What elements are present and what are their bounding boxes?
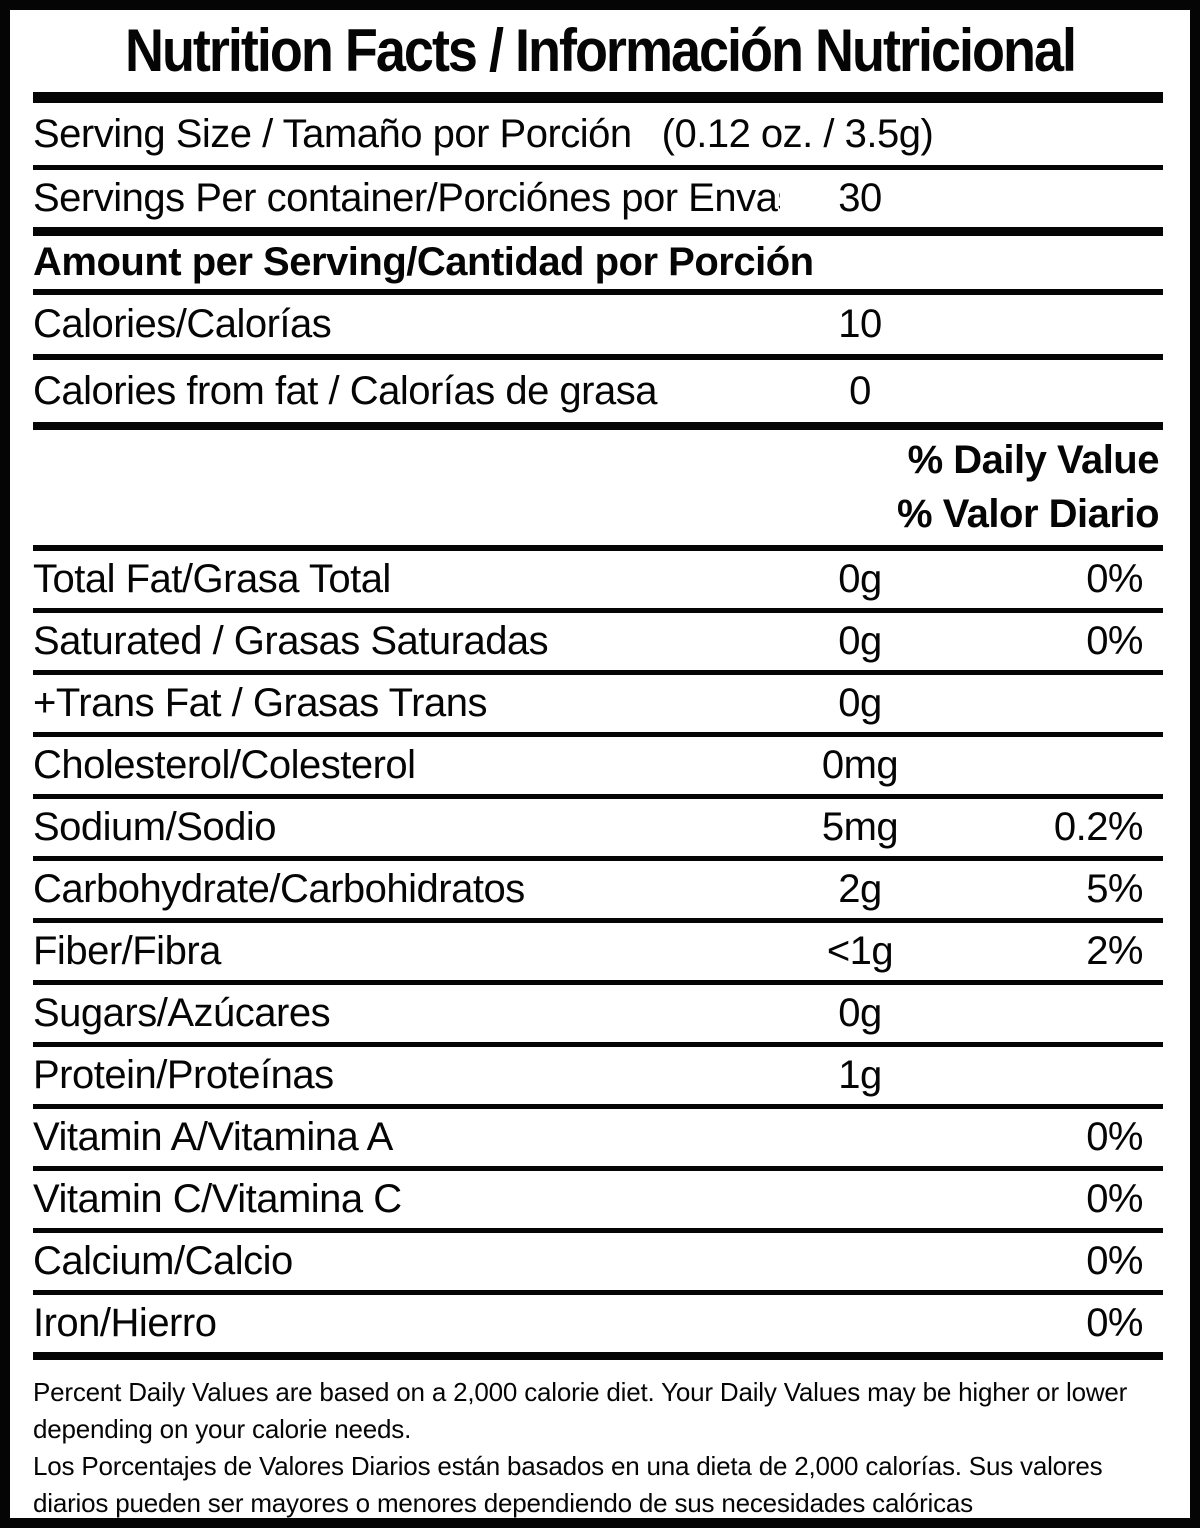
nutrient-daily-value: 5%: [1086, 867, 1143, 911]
divider: [33, 1042, 1163, 1047]
divider: [33, 794, 1163, 799]
amount-per-serving-heading: Amount per Serving/Cantidad por Porción: [33, 240, 814, 284]
nutrient-label: Vitamin A/Vitamina A: [33, 1115, 393, 1159]
nutrient-row-vitamin-c: Vitamin C/Vitamina C 0%: [33, 1171, 1163, 1228]
nutrient-row-calcium: Calcium/Calcio 0%: [33, 1233, 1163, 1290]
nutrient-daily-value: 0.2%: [1053, 805, 1144, 849]
divider: [33, 918, 1163, 923]
nutrient-amount: 1g: [838, 1053, 882, 1097]
nutrient-amount: 0g: [838, 557, 882, 601]
nutrient-amount: 0mg: [821, 743, 899, 787]
nutrient-label: Iron/Hierro: [33, 1301, 217, 1345]
servings-per-container-label: Servings Per container/Porciónes por Env…: [33, 176, 780, 220]
nutrient-daily-value: 0%: [1086, 1115, 1143, 1159]
calories-from-fat-row: Calories from fat / Calorías de grasa 0: [33, 360, 1163, 422]
nutrient-daily-value: 0%: [1086, 1239, 1143, 1283]
serving-size-label: Serving Size / Tamaño por Porción: [33, 111, 632, 156]
serving-size-value: (0.12 oz. / 3.5g): [661, 111, 934, 156]
nutrient-amount: <1g: [826, 929, 894, 973]
nutrient-daily-value: 0%: [1086, 1177, 1143, 1221]
nutrient-amount: 5mg: [821, 805, 899, 849]
amount-per-serving-heading-row: Amount per Serving/Cantidad por Porción: [33, 236, 1163, 289]
nutrient-daily-value: 0%: [1086, 557, 1143, 601]
footnote-english: Percent Daily Values are based on a 2,00…: [33, 1377, 1128, 1444]
divider: [33, 545, 1163, 551]
nutrient-row-carbohydrate: Carbohydrate/Carbohidratos 2g 5%: [33, 861, 1163, 918]
nutrient-amount: 0g: [838, 619, 882, 663]
nutrient-label: +Trans Fat / Grasas Trans: [33, 681, 487, 725]
nutrient-row-sugars: Sugars/Azúcares 0g: [33, 985, 1163, 1042]
nutrient-row-cholesterol: Cholesterol/Colesterol 0mg: [33, 737, 1163, 794]
nutrient-row-trans-fat: +Trans Fat / Grasas Trans 0g: [33, 675, 1163, 732]
nutrient-row-sodium: Sodium/Sodio 5mg 0.2%: [33, 799, 1163, 856]
divider: [33, 1228, 1163, 1233]
divider: [33, 165, 1163, 170]
divider: [33, 289, 1163, 295]
divider: [33, 980, 1163, 985]
calories-row: Calories/Calorías 10: [33, 295, 1163, 354]
divider: [33, 1104, 1163, 1109]
footnotes: Percent Daily Values are based on a 2,00…: [33, 1360, 1163, 1518]
calories-from-fat-label: Calories from fat / Calorías de grasa: [33, 368, 657, 413]
nutrient-label: Sodium/Sodio: [33, 805, 277, 849]
nutrient-label: Calcium/Calcio: [33, 1239, 293, 1283]
divider: [33, 354, 1163, 360]
nutrient-amount: 2g: [838, 867, 882, 911]
label-header: Nutrition Facts / Información Nutriciona…: [10, 10, 1190, 92]
section-rule: [33, 1352, 1163, 1360]
calories-from-fat-amount: 0: [849, 368, 871, 413]
nutrient-daily-value: 2%: [1086, 929, 1143, 973]
nutrient-label: Sugars/Azúcares: [33, 991, 331, 1035]
daily-value-header: % Daily Value % Valor Diario: [33, 430, 1163, 545]
calories-label: Calories/Calorías: [33, 302, 332, 346]
nutrient-amount: 0g: [838, 681, 882, 725]
footnote-spanish: Los Porcentajes de Valores Diarios están…: [33, 1451, 1103, 1518]
divider: [33, 608, 1163, 613]
nutrient-row-saturated-fat: Saturated / Grasas Saturadas 0g 0%: [33, 613, 1163, 670]
nutrient-label: Total Fat/Grasa Total: [33, 557, 391, 601]
servings-per-container-row: Servings Per container/Porciónes por Env…: [33, 170, 1163, 227]
nutrient-label: Protein/Proteínas: [33, 1053, 334, 1097]
label-body: Serving Size / Tamaño por Porción (0.12 …: [10, 92, 1190, 1518]
section-rule: [33, 422, 1163, 430]
nutrient-row-vitamin-a: Vitamin A/Vitamina A 0%: [33, 1109, 1163, 1166]
nutrient-amount: 0g: [838, 991, 882, 1035]
nutrient-row-iron: Iron/Hierro 0%: [33, 1295, 1163, 1352]
calories-amount: 10: [838, 302, 882, 346]
nutrient-label: Fiber/Fibra: [33, 929, 221, 973]
divider: [33, 1290, 1163, 1295]
divider: [33, 670, 1163, 675]
title-rule: [33, 92, 1163, 103]
divider: [33, 732, 1163, 737]
serving-size-row: Serving Size / Tamaño por Porción (0.12 …: [33, 103, 1163, 165]
nutrient-daily-value: 0%: [1086, 1301, 1143, 1345]
nutrient-row-protein: Protein/Proteínas 1g: [33, 1047, 1163, 1104]
divider: [33, 1166, 1163, 1171]
label-title: Nutrition Facts / Información Nutriciona…: [124, 17, 1077, 85]
nutrient-row-fiber: Fiber/Fibra <1g 2%: [33, 923, 1163, 980]
nutrient-label: Cholesterol/Colesterol: [33, 743, 416, 787]
section-rule: [33, 227, 1163, 236]
servings-per-container-value: 30: [838, 176, 882, 220]
daily-value-header-spanish: % Valor Diario: [897, 491, 1159, 536]
divider: [33, 856, 1163, 861]
daily-value-header-english: % Daily Value: [907, 438, 1160, 483]
nutrient-label: Vitamin C/Vitamina C: [33, 1177, 402, 1221]
nutrient-daily-value: 0%: [1086, 619, 1143, 663]
nutrient-label: Saturated / Grasas Saturadas: [33, 619, 549, 663]
nutrient-row-total-fat: Total Fat/Grasa Total 0g 0%: [33, 551, 1163, 608]
nutrient-label: Carbohydrate/Carbohidratos: [33, 867, 525, 911]
